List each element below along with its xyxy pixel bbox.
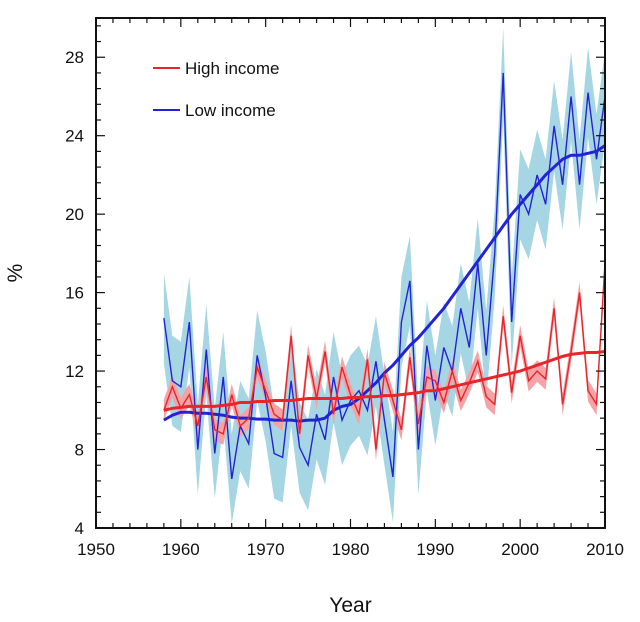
y-tick-label: 28 — [65, 48, 84, 67]
x-axis-label: Year — [329, 594, 371, 617]
annual-line-high-income — [163, 263, 605, 450]
band-high-income — [163, 252, 605, 461]
x-tick-label: 1950 — [77, 540, 115, 559]
x-tick-label: 2010 — [586, 540, 624, 559]
y-tick-label: 12 — [65, 362, 84, 381]
annual-line-low-income — [163, 72, 605, 480]
x-tick-label: 2000 — [501, 540, 539, 559]
tick-labels: 1950 1960 1970 1980 1990 2000 2010 4 8 12 16 20 24 28 — [65, 48, 624, 559]
y-tick-label: 20 — [65, 205, 84, 224]
trend-line-high-income — [163, 349, 605, 412]
y-tick-label: 16 — [65, 284, 84, 303]
axis-ticks — [95, 18, 606, 529]
series-lines — [163, 72, 605, 480]
y-axis-label: % — [4, 264, 27, 283]
legend-label-high-income: High income — [185, 59, 280, 78]
legend-label-low-income: Low income — [185, 101, 276, 120]
x-tick-label: 1970 — [247, 540, 285, 559]
x-tick-label: 1990 — [416, 540, 454, 559]
plot-frame — [95, 17, 606, 529]
y-tick-label: 4 — [75, 519, 84, 538]
y-tick-label: 8 — [75, 441, 84, 460]
legend: High income Low income — [153, 59, 280, 120]
x-tick-label: 1980 — [332, 540, 370, 559]
y-tick-label: 24 — [65, 127, 84, 146]
x-tick-label: 1960 — [162, 540, 200, 559]
